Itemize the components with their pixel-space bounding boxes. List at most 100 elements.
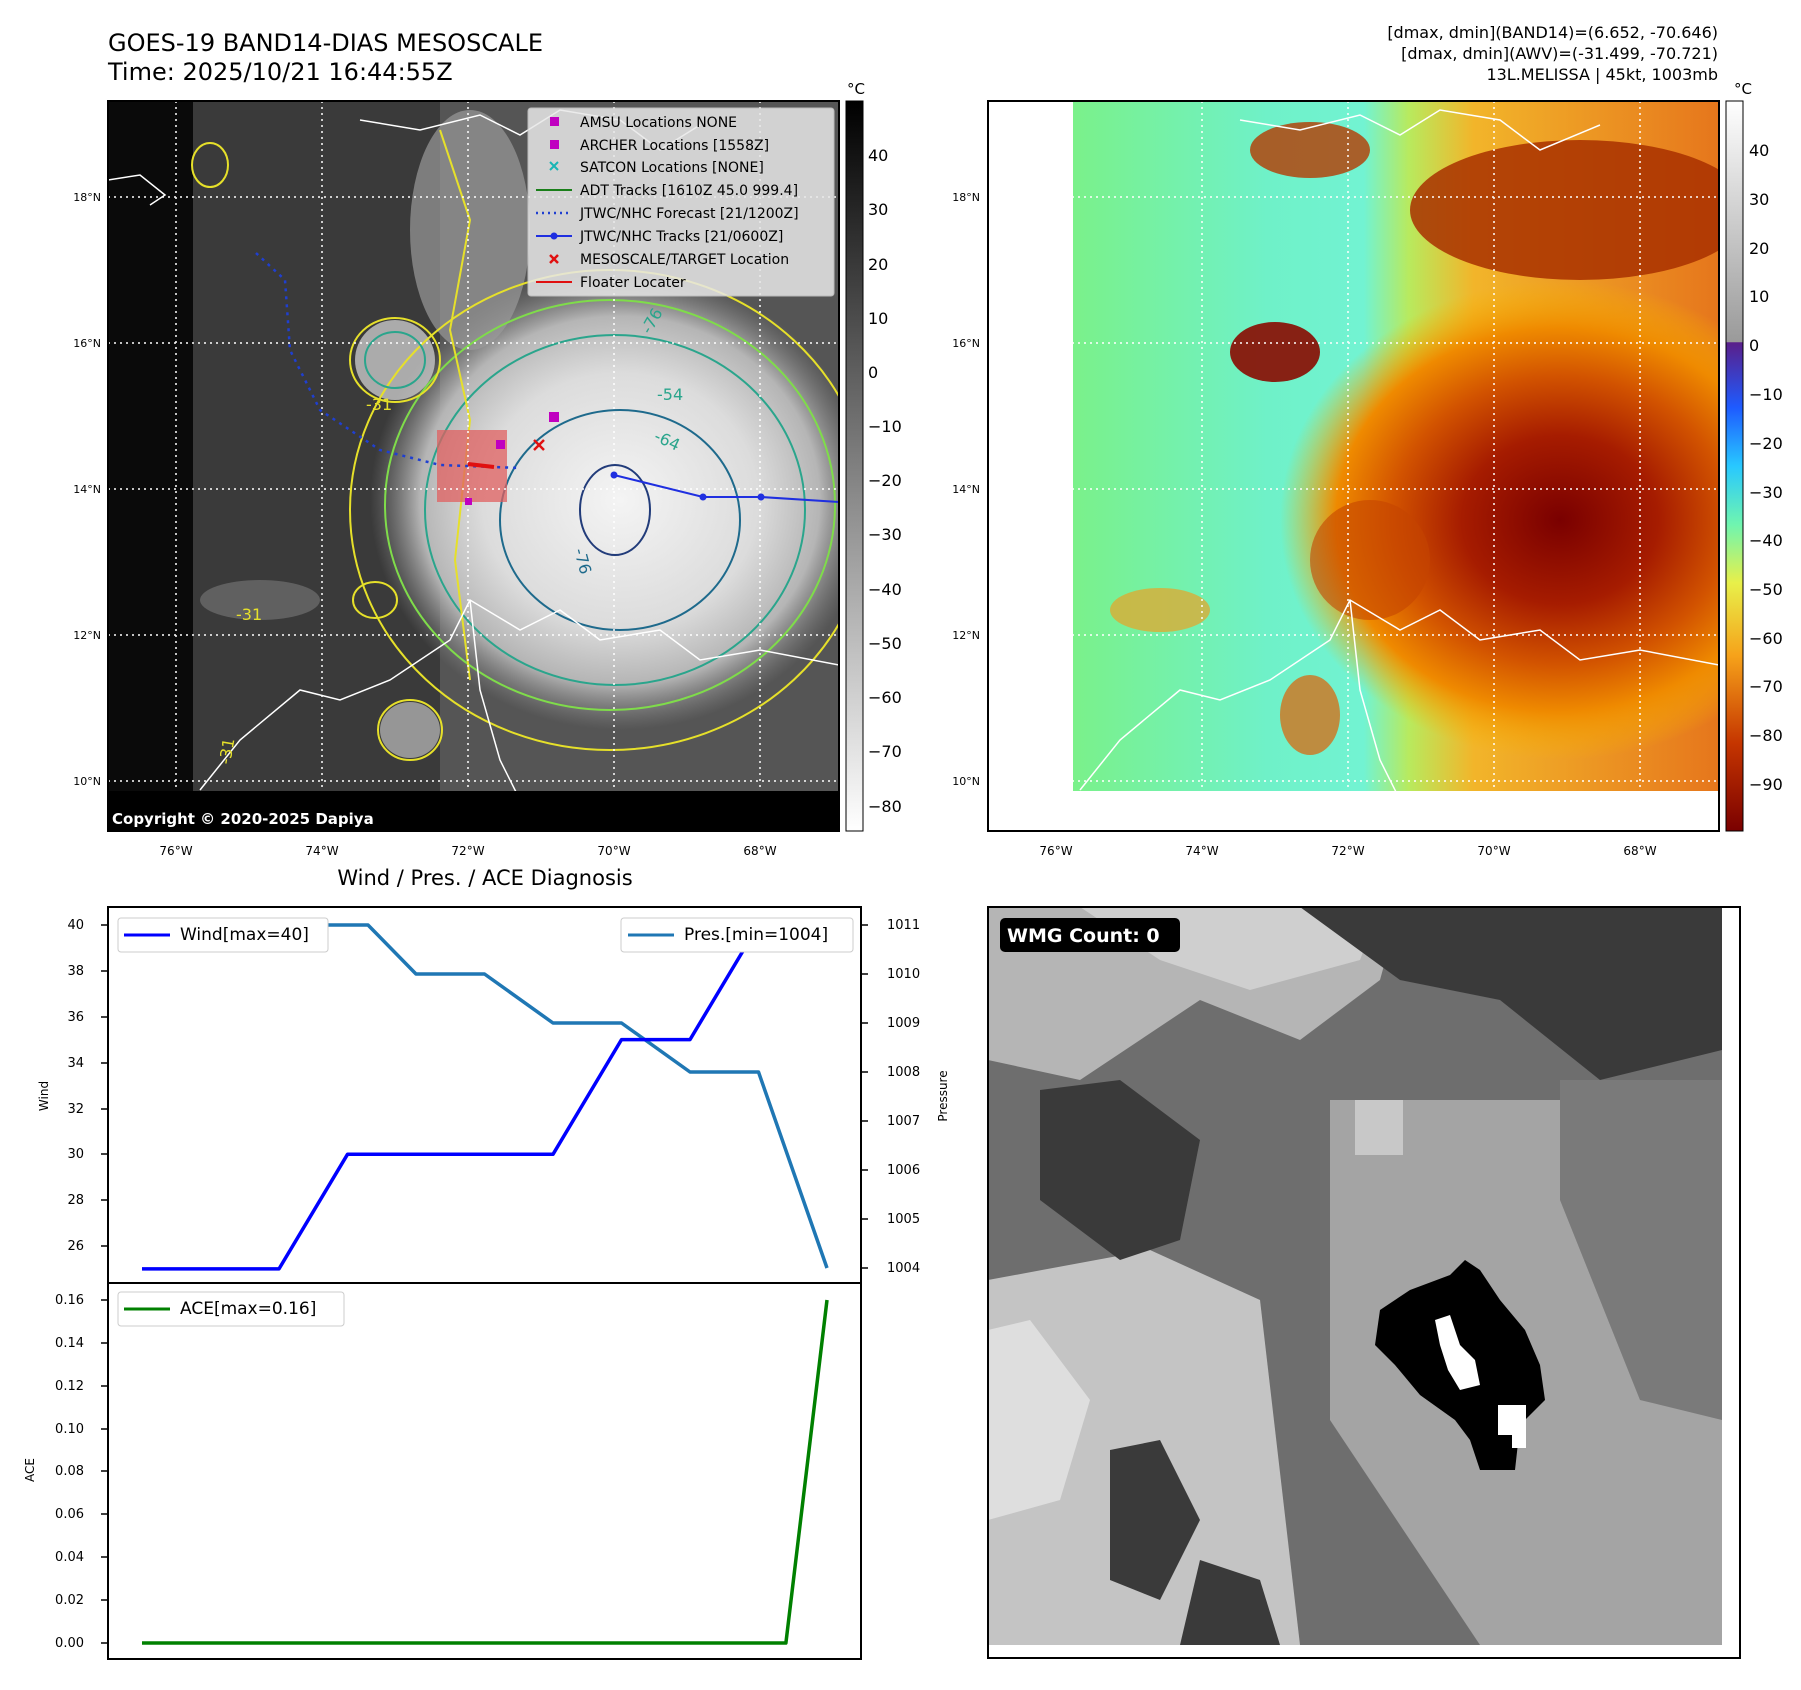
awv-cbar-tick: 30 — [1749, 190, 1769, 209]
legend-floater-label: Floater Locater — [580, 275, 686, 291]
wind-yticks: 40 38 36 34 32 30 28 26 — [67, 918, 84, 1254]
info-line3: 13L.MELISSA | 45kt, 1003mb — [1486, 65, 1718, 84]
ir-cbar-tick: 20 — [868, 255, 888, 274]
copyright-strip — [108, 791, 839, 831]
ace-ytick: 0.14 — [55, 1336, 84, 1351]
track-point — [757, 493, 765, 501]
awv-cbar-tick: −70 — [1749, 677, 1783, 696]
legend-track-label: JTWC/NHC Tracks [21/0600Z] — [579, 229, 783, 245]
lon-tick: 68°W — [743, 844, 776, 858]
ir-map-panel: -76 -64 -54 -31 -76 -31 -31 AMSU Locatio… — [108, 101, 839, 831]
ir-cbar-tick: −60 — [868, 688, 902, 707]
ace-ytick: 0.16 — [55, 1293, 84, 1308]
wmg-panel — [988, 907, 1740, 1658]
awv-cbar-tick: 10 — [1749, 287, 1769, 306]
ace-yticks: 0.16 0.14 0.12 0.10 0.08 0.06 0.04 0.02 … — [55, 1293, 84, 1651]
contour-label: -31 — [215, 737, 238, 766]
jtwc-observed-track — [613, 474, 839, 503]
ir-lat-ticks: 18°N 16°N 14°N 12°N 10°N — [73, 191, 101, 788]
archer-marker — [465, 498, 472, 505]
ace-ytick: 0.08 — [55, 1464, 84, 1479]
figure-title-line1: GOES-19 BAND14-DIAS MESOSCALE — [108, 29, 543, 57]
pressure-yticks: 1011 1010 1009 1008 1007 1006 1005 1004 — [887, 918, 920, 1276]
ace-legend: ACE[max=0.16] — [117, 1291, 345, 1327]
wind-ytick: 30 — [67, 1147, 84, 1162]
ir-cbar-tick: −40 — [868, 580, 902, 599]
figure-title-line2: Time: 2025/10/21 16:44:55Z — [107, 58, 453, 86]
archer-marker — [549, 412, 559, 422]
cdo-cloud-shield — [370, 270, 839, 730]
awv-cbar-tick: 0 — [1749, 336, 1759, 355]
legend-forecast-label: JTWC/NHC Forecast [21/1200Z] — [579, 206, 799, 222]
awv-cbar-tick: −40 — [1749, 531, 1783, 550]
ace-legend-label: ACE[max=0.16] — [180, 1299, 316, 1319]
legend-amsu-label: AMSU Locations NONE — [580, 115, 737, 131]
lat-tick: 14°N — [73, 483, 101, 496]
legend-satcon-marker — [549, 161, 559, 171]
awv-warm-core — [1280, 280, 1719, 760]
ace-ytick: 0.00 — [55, 1636, 84, 1651]
wind-legend: Wind[max=40] — [117, 917, 329, 953]
pressure-ytick: 1007 — [887, 1114, 920, 1129]
wmg-white-pixels — [1435, 1315, 1480, 1390]
ace-ytick: 0.04 — [55, 1550, 84, 1565]
wind-ytick: 28 — [67, 1193, 84, 1208]
legend-archer-marker — [550, 140, 559, 149]
legend-target-label: MESOSCALE/TARGET Location — [580, 252, 789, 268]
wind-ytick: 34 — [67, 1056, 84, 1071]
wind-pressure-axes: 40 38 36 34 32 30 28 26 1011 1010 1009 1… — [37, 906, 950, 1284]
lat-tick: 14°N — [952, 483, 980, 496]
pressure-ytick: 1006 — [887, 1163, 920, 1178]
ace-ytick: 0.10 — [55, 1422, 84, 1437]
archer-marker — [496, 440, 505, 449]
lat-tick: 10°N — [952, 775, 980, 788]
ir-lon-ticks: 76°W 74°W 72°W 70°W 68°W — [159, 844, 776, 858]
jtwc-forecast-track — [255, 252, 521, 470]
lat-tick: 18°N — [73, 191, 101, 204]
ir-cbar-tick: −70 — [868, 742, 902, 761]
wmg-count-label: WMG Count: 0 — [1007, 925, 1160, 947]
awv-cbar-tick: −80 — [1749, 726, 1783, 745]
ir-cbar-tick: 30 — [868, 200, 888, 219]
awv-colorbar-unit: °C — [1734, 80, 1752, 98]
pressure-legend: Pres.[min=1004] — [620, 917, 854, 953]
lon-tick: 72°W — [451, 844, 484, 858]
copyright-text: Copyright © 2020-2025 Dapiya — [112, 810, 374, 828]
contours — [191, 129, 839, 761]
awv-cbar-tick: −30 — [1749, 483, 1783, 502]
awv-cbar-tick: −90 — [1749, 775, 1783, 794]
ace-ytick: 0.12 — [55, 1379, 84, 1394]
wind-ytick: 36 — [67, 1010, 84, 1025]
wind-ytick: 32 — [67, 1102, 84, 1117]
ir-cbar-tick: 0 — [868, 363, 878, 382]
pressure-ytick: 1005 — [887, 1212, 920, 1227]
ir-cbar-tick: −10 — [868, 417, 902, 436]
lat-tick: 18°N — [952, 191, 980, 204]
legend-adt-label: ADT Tracks [1610Z 45.0 999.4] — [580, 183, 798, 199]
lon-tick: 76°W — [1039, 844, 1072, 858]
lat-tick: 16°N — [952, 337, 980, 350]
ir-cbar-tick: 40 — [868, 146, 888, 165]
lon-tick: 76°W — [159, 844, 192, 858]
wind-legend-label: Wind[max=40] — [180, 925, 309, 945]
target-location-marker — [533, 439, 545, 451]
lon-tick: 72°W — [1331, 844, 1364, 858]
ace-marks — [141, 1299, 829, 1645]
lat-tick: 12°N — [952, 629, 980, 642]
awv-cbar-tick: −60 — [1749, 629, 1783, 648]
legend-target-marker — [549, 254, 559, 264]
awv-cbar-tick: 20 — [1749, 239, 1769, 258]
lon-tick: 74°W — [305, 844, 338, 858]
track-point — [610, 471, 618, 479]
pressure-ytick: 1010 — [887, 967, 920, 982]
wmg-count-badge — [1000, 918, 1180, 952]
contour-label: -31 — [366, 395, 392, 414]
wind-series-line — [142, 923, 827, 1271]
ir-cbar-tick: −20 — [868, 471, 902, 490]
ace-ytick: 0.06 — [55, 1507, 84, 1522]
lon-tick: 70°W — [597, 844, 630, 858]
lon-tick: 68°W — [1623, 844, 1656, 858]
info-line2: [dmax, dmin](AWV)=(-31.499, -70.721) — [1401, 44, 1718, 63]
contour-label: -31 — [236, 605, 262, 624]
